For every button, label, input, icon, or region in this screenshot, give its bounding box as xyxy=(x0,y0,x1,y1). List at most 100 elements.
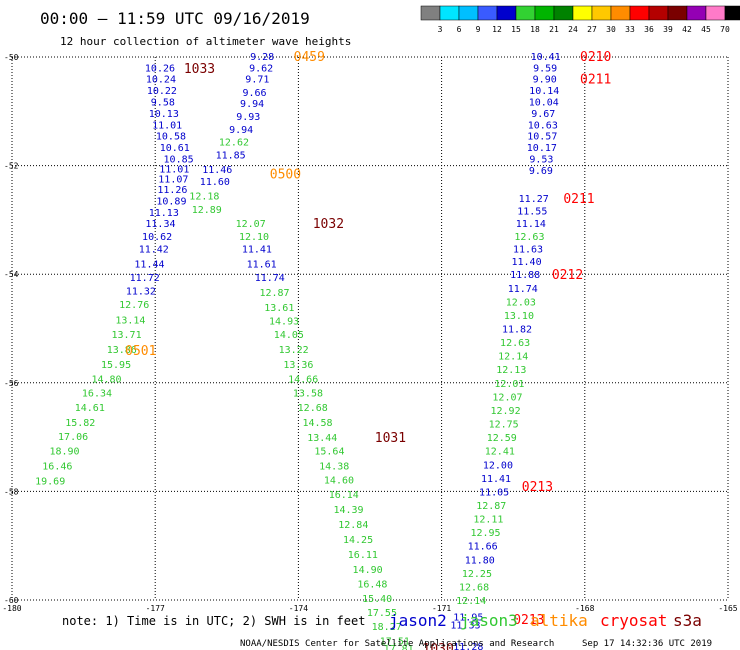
swh-value: 9.71 xyxy=(245,75,269,86)
swh-value: 12.63 xyxy=(500,338,530,349)
swh-value: 11.61 xyxy=(247,259,277,270)
scale-swatch xyxy=(591,5,612,21)
swh-value: 11.74 xyxy=(255,273,285,284)
swh-value: 12.07 xyxy=(492,392,522,403)
swh-value: 12.95 xyxy=(470,528,500,539)
scale-swatch xyxy=(477,5,498,21)
swh-value: 14.80 xyxy=(91,374,121,385)
chart-subtitle: 12 hour collection of altimeter wave hei… xyxy=(60,35,351,48)
pass-time-label: 0212 xyxy=(552,268,583,283)
scale-value-label: 6 xyxy=(457,25,462,34)
scale-value-label: 36 xyxy=(644,25,654,34)
swh-value: 16.11 xyxy=(348,550,378,561)
credit-line: NOAA/NESDIS Center for Satellite Applica… xyxy=(240,639,554,649)
satellite-legend-entry: altika xyxy=(530,611,588,630)
swh-value: 10.58 xyxy=(156,132,186,143)
wave-height-points: 10.2610.2410.229.5810.1311.0110.5810.611… xyxy=(35,52,561,650)
pass-time-labels: 1033 0459 0500 1032 0501 1031 1030 0210 0211 0211… xyxy=(125,50,611,650)
swh-value: 11.55 xyxy=(517,207,547,218)
swh-value: 19.69 xyxy=(35,477,65,488)
scale-swatch xyxy=(439,5,460,21)
x-tick-label: -174 xyxy=(289,604,308,613)
x-tick-label: -168 xyxy=(575,604,594,613)
scale-swatch xyxy=(610,5,631,21)
swh-value: 11.28 xyxy=(453,642,483,650)
swh-value: 14.66 xyxy=(288,374,318,385)
swh-value: 11.85 xyxy=(216,151,246,162)
swh-value: 12.63 xyxy=(514,232,544,243)
swh-value: 11.66 xyxy=(468,542,498,553)
plot-grid xyxy=(11,56,729,601)
swh-value: 9.58 xyxy=(151,98,175,109)
swh-value: 11.95 xyxy=(453,612,483,623)
y-tick-label: -50 xyxy=(4,53,19,62)
scale-value-label: 45 xyxy=(701,25,711,34)
pass-time-label: 0213 xyxy=(522,480,553,495)
swh-value: 16.14 xyxy=(329,490,359,501)
scale-value-label: 39 xyxy=(663,25,673,34)
swh-value: 11.01 xyxy=(159,164,189,175)
swh-value: 15.82 xyxy=(65,418,95,429)
swh-value: 13.58 xyxy=(293,389,323,400)
x-tick-label: -177 xyxy=(146,604,165,613)
scale-value-label: 33 xyxy=(625,25,635,34)
swh-value: 17.55 xyxy=(367,608,397,619)
scale-swatch xyxy=(629,5,650,21)
swh-value: 12.62 xyxy=(219,138,249,149)
swh-value: 12.59 xyxy=(487,433,517,444)
pass-time-label: 1030 xyxy=(423,642,454,650)
satellite-legend-entry: jason3 xyxy=(460,611,518,630)
pass-time-label: 1032 xyxy=(313,217,344,232)
swh-value: 9.94 xyxy=(229,125,253,136)
swh-value: 15.64 xyxy=(314,447,344,458)
swh-value: 10.85 xyxy=(164,155,194,166)
scale-value-label: 30 xyxy=(606,25,616,34)
swh-value: 17.06 xyxy=(58,432,88,443)
swh-value: 11.40 xyxy=(512,257,542,268)
pass-time-label: 0211 xyxy=(580,73,611,88)
swh-value: 12.03 xyxy=(506,297,536,308)
pass-time-label: 1031 xyxy=(375,431,406,446)
swh-value: 12.13 xyxy=(496,365,526,376)
satellite-legend-entry: cryosat xyxy=(600,611,667,630)
swh-value: 9.94 xyxy=(240,99,264,110)
x-tick-label: -165 xyxy=(718,604,737,613)
swh-value: 11.34 xyxy=(145,219,175,230)
swh-value: 11.46 xyxy=(202,165,232,176)
scale-swatch xyxy=(705,5,726,21)
scale-swatch xyxy=(686,5,707,21)
swh-value: 11.13 xyxy=(149,208,179,219)
y-tick-label: -60 xyxy=(4,596,19,605)
scale-swatch xyxy=(667,5,688,21)
swh-value: 13.36 xyxy=(283,360,313,371)
swh-value: 11.72 xyxy=(130,273,160,284)
swh-value: 9.53 xyxy=(529,155,553,166)
x-tick-label: -171 xyxy=(432,604,451,613)
footer-note: note: 1) Time is in UTC; 2) SWH is in fe… xyxy=(62,614,365,628)
swh-value: 11.88 xyxy=(510,270,540,281)
swh-value: 9.69 xyxy=(529,166,553,177)
generation-timestamp: Sep 17 14:32:36 UTC 2019 xyxy=(582,639,712,649)
swh-value: 11.33 xyxy=(450,620,480,631)
swh-value: 11.27 xyxy=(519,194,549,205)
swh-value: 11.82 xyxy=(502,325,532,336)
scale-value-label: 21 xyxy=(549,25,559,34)
swh-value: 13.22 xyxy=(279,345,309,356)
scale-swatch xyxy=(648,5,669,21)
swh-value: 11.07 xyxy=(158,175,188,186)
swh-value: 12.00 xyxy=(483,460,513,471)
swh-value: 14.90 xyxy=(353,565,383,576)
swh-value: 14.25 xyxy=(343,535,373,546)
swh-value: 13.10 xyxy=(504,311,534,322)
scale-swatch xyxy=(496,5,517,21)
swh-value: 11.63 xyxy=(513,245,543,256)
y-tick-label: -56 xyxy=(4,379,19,388)
satellite-legend-entry: jason2 xyxy=(389,611,447,630)
swh-value: 15.95 xyxy=(101,360,131,371)
swh-value: 9.28 xyxy=(250,52,274,63)
swh-value: 12.68 xyxy=(459,582,489,593)
scale-swatch xyxy=(458,5,479,21)
swh-value: 17.51 xyxy=(380,637,410,648)
scale-swatch xyxy=(553,5,574,21)
